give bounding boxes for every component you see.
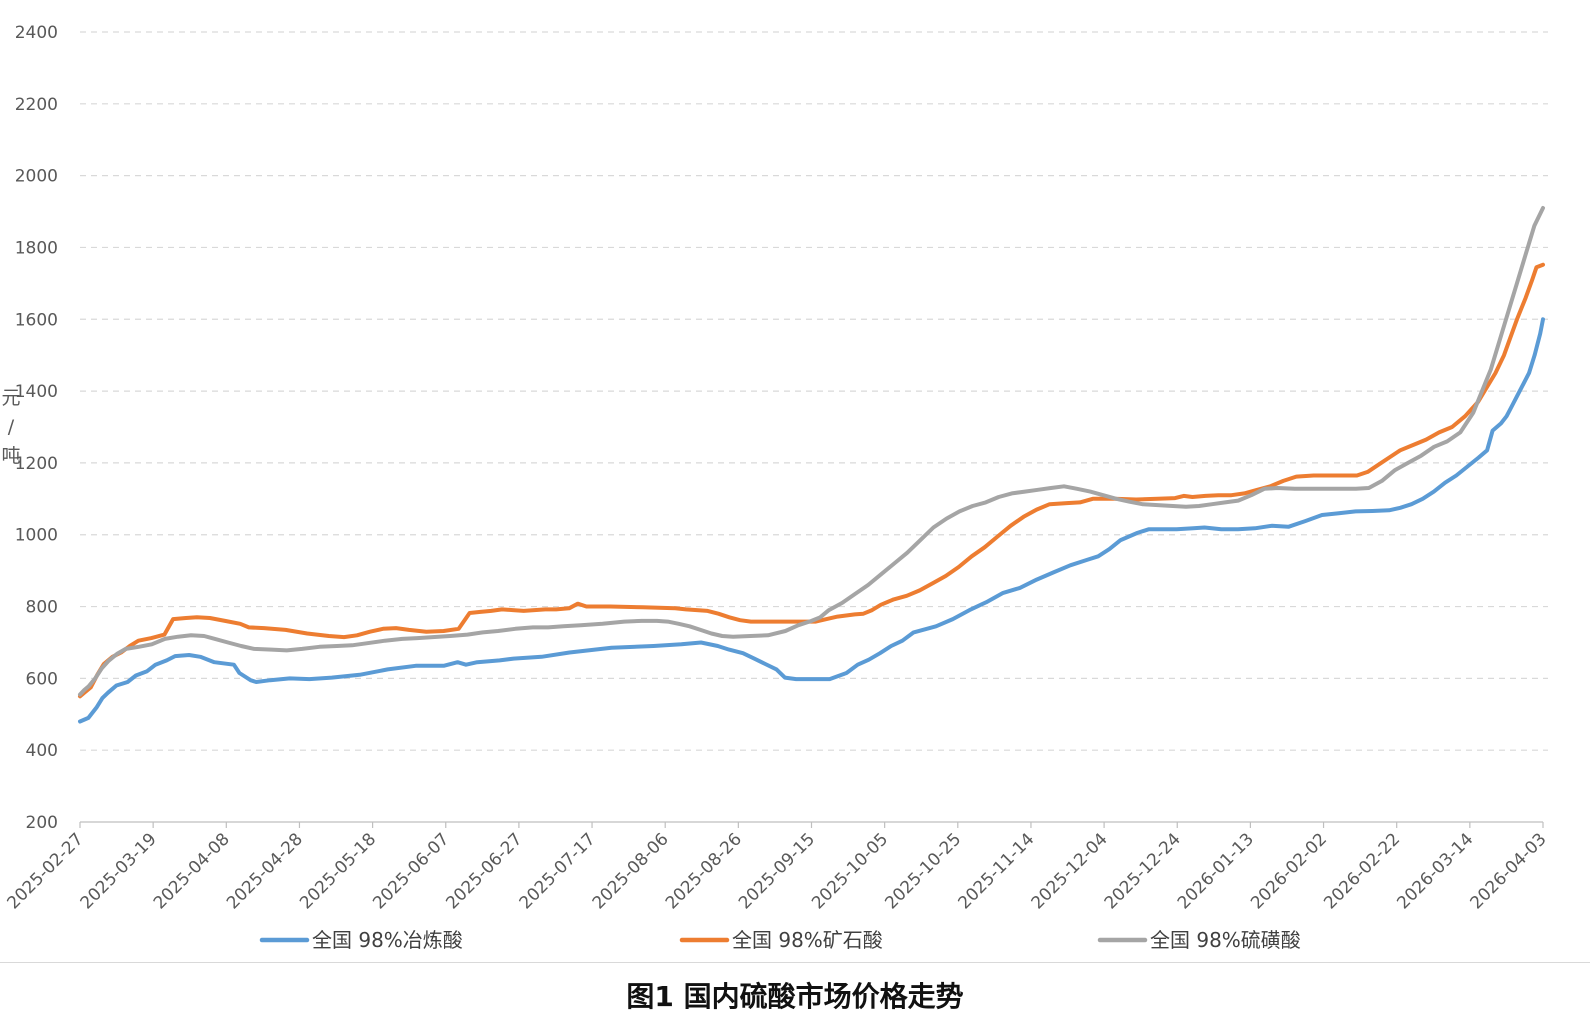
x-tick-label: 2025-02-27	[4, 829, 88, 913]
figure-caption: 图1 国内硫酸市场价格走势	[626, 980, 964, 1013]
chart: 200 400 600 800 1000 1200 1400 1600 1800 2000 2200…	[1, 23, 1551, 952]
y-tick-label: 200	[26, 813, 58, 833]
y-axis-label-char: 元	[1, 387, 20, 409]
x-tick-label: 2026-01-13	[1174, 829, 1258, 913]
y-axis-ticks: 200 400 600 800 1000 1200 1400 1600 1800 2000 2200…	[15, 23, 58, 833]
x-tick-label: 2025-12-24	[1101, 829, 1185, 913]
x-tick-label: 2025-05-18	[296, 829, 380, 913]
x-tick-label: 2025-09-15	[735, 829, 819, 913]
y-tick-label: 1400	[15, 382, 58, 402]
legend: 全国 98%冶炼酸 全国 98%矿石酸 全国 98%硫磺酸	[259, 928, 1301, 952]
y-tick-label: 1800	[15, 238, 58, 258]
x-tick-label: 2025-06-07	[369, 829, 453, 913]
x-tick-label: 2025-07-17	[516, 829, 600, 913]
x-tick-label: 2025-11-14	[954, 829, 1038, 913]
x-tick-label: 2025-10-25	[881, 829, 965, 913]
x-axis-ticks: 2025-02-272025-03-192025-04-082025-04-28…	[4, 822, 1551, 913]
y-tick-label: 400	[26, 741, 58, 761]
x-tick-label: 2025-03-19	[77, 829, 161, 913]
y-axis-label-char: /	[8, 416, 15, 438]
x-tick-label: 2026-02-02	[1247, 829, 1331, 913]
x-tick-label: 2025-04-28	[223, 829, 307, 913]
y-tick-label: 800	[26, 598, 58, 618]
gridlines	[80, 31, 1548, 751]
legend-label-3: 全国 98%硫磺酸	[1150, 928, 1301, 952]
x-tick-label: 2025-10-05	[808, 829, 892, 913]
x-tick-label: 2025-12-04	[1028, 829, 1112, 913]
y-tick-label: 1200	[15, 454, 58, 474]
series-lines	[78, 206, 1545, 724]
legend-label-2: 全国 98%矿石酸	[732, 928, 883, 952]
x-tick-label: 2025-06-27	[442, 829, 526, 913]
y-axis-label: 元 / 吨	[1, 387, 20, 467]
x-tick-label: 2025-08-26	[662, 829, 746, 913]
y-tick-label: 600	[26, 669, 58, 689]
y-tick-label: 2200	[15, 95, 58, 115]
x-tick-label: 2025-08-06	[589, 829, 673, 913]
x-tick-label: 2026-02-22	[1320, 829, 1404, 913]
y-tick-label: 2400	[15, 23, 58, 43]
y-tick-label: 1600	[15, 310, 58, 330]
y-tick-label: 1000	[15, 526, 58, 546]
y-tick-label: 2000	[15, 167, 58, 187]
series-line-3	[78, 206, 1545, 697]
x-tick-label: 2026-03-14	[1393, 829, 1477, 913]
x-tick-label: 2026-04-03	[1467, 829, 1551, 913]
y-axis-label-char: 吨	[1, 445, 20, 467]
series-line-2	[78, 262, 1545, 699]
legend-label-1: 全国 98%冶炼酸	[312, 928, 463, 952]
x-tick-label: 2025-04-08	[150, 829, 234, 913]
separator-line	[0, 962, 1590, 963]
series-line-1	[78, 317, 1545, 724]
